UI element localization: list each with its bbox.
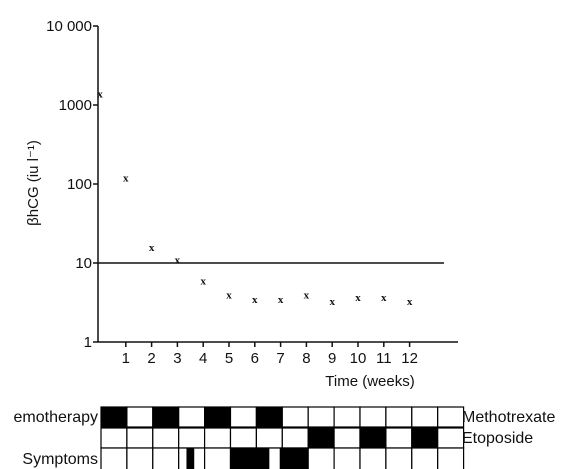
x-tick-label: 9: [328, 350, 336, 367]
symptom-period: [230, 448, 270, 469]
data-point: x: [355, 292, 361, 304]
y-tick-label: 10 000: [46, 18, 92, 35]
data-points: x x x x x x x x x x x x x: [97, 88, 413, 308]
x-axis-title: Time (weeks): [325, 373, 414, 390]
data-point: x: [304, 289, 310, 301]
data-point: x: [329, 296, 335, 308]
empty-cell: [281, 406, 309, 428]
data-point: x: [175, 255, 181, 267]
y-tick-label: 100: [67, 176, 92, 193]
x-tick-label: 4: [199, 350, 207, 367]
empty-cell: [333, 406, 361, 428]
data-point: x: [97, 88, 103, 100]
y-axis-title: βhCG (iu l⁻¹): [25, 140, 42, 226]
empty-cell: [281, 427, 309, 449]
filled-cell: [307, 427, 335, 449]
symptom-period: [186, 448, 195, 469]
data-point: x: [226, 289, 232, 301]
symptom-cell: [333, 447, 361, 469]
y-tick-label: 1000: [59, 97, 92, 114]
empty-cell: [385, 406, 413, 428]
empty-cell: [126, 427, 154, 449]
empty-cell: [255, 427, 283, 449]
symptom-cell: [100, 447, 128, 469]
data-point: x: [252, 294, 258, 306]
data-point: x: [381, 292, 387, 304]
x-tick-label: 1: [122, 350, 130, 367]
filled-cell: [359, 427, 387, 449]
symptom-cell: [126, 447, 154, 469]
filled-cell: [255, 406, 283, 428]
empty-cell: [100, 427, 128, 449]
empty-cell: [307, 406, 335, 428]
y-tick-label: 1: [84, 334, 92, 351]
x-tick-label: 11: [376, 350, 392, 367]
data-point: x: [407, 296, 413, 308]
filled-cell: [100, 406, 128, 428]
symptom-cell: [359, 447, 387, 469]
data-point: x: [149, 242, 155, 254]
x-tick-label: 2: [147, 350, 155, 367]
x-tick-label: 3: [173, 350, 181, 367]
symptom-cell: [307, 447, 335, 469]
empty-cell: [229, 427, 257, 449]
symptom-cell: [411, 447, 439, 469]
empty-cell: [178, 427, 206, 449]
symptom-cell: [437, 447, 465, 469]
empty-cell: [204, 427, 232, 449]
data-point: x: [123, 173, 129, 185]
x-tick-label: 12: [401, 350, 418, 367]
empty-cell: [437, 427, 465, 449]
x-tick-label: 6: [251, 350, 259, 367]
schedule-grid: [100, 406, 465, 469]
filled-cell: [204, 406, 232, 428]
symptoms-label: Symptoms: [22, 451, 98, 468]
x-tick-label: 5: [225, 350, 233, 367]
empty-cell: [437, 406, 465, 428]
chemotherapy-label: emotherapy: [14, 409, 99, 426]
empty-cell: [411, 406, 439, 428]
methotrexate-label: Methotrexate: [462, 409, 555, 426]
x-ticks: 1 2 3 4 5 6 7 8 9 10 11 12: [122, 342, 418, 367]
empty-cell: [229, 406, 257, 428]
filled-cell: [411, 427, 439, 449]
empty-cell: [152, 427, 180, 449]
empty-cell: [359, 406, 387, 428]
etoposide-label: Etoposide: [462, 430, 533, 447]
data-point: x: [200, 276, 206, 288]
empty-cell: [126, 406, 154, 428]
empty-cell: [178, 406, 206, 428]
symptom-period: [279, 448, 309, 469]
symptom-cell: [204, 447, 232, 469]
filled-cell: [152, 406, 180, 428]
x-tick-label: 7: [276, 350, 284, 367]
y-tick-label: 10: [75, 255, 92, 272]
empty-cell: [333, 427, 361, 449]
empty-cell: [385, 427, 413, 449]
symptom-cell: [152, 447, 180, 469]
x-tick-label: 8: [302, 350, 310, 367]
symptom-cell: [385, 447, 413, 469]
data-point: x: [278, 294, 284, 306]
x-tick-label: 10: [350, 350, 367, 367]
y-ticks: 1 10 100 1000 10 000: [46, 18, 98, 351]
